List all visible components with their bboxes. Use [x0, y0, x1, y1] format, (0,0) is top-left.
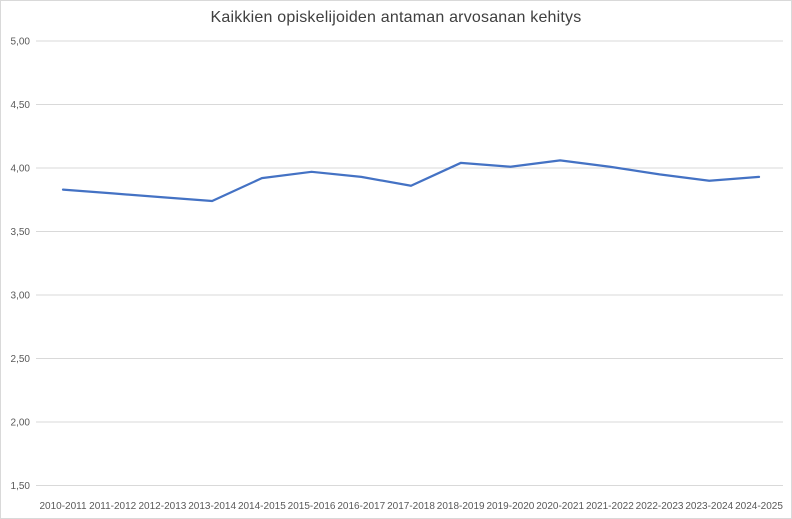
- x-axis-label: 2016-2017: [337, 501, 385, 512]
- x-axis-label: 2010-2011: [39, 501, 87, 512]
- x-axis-label: 2011-2012: [89, 501, 137, 512]
- x-axis-label: 2012-2013: [139, 501, 187, 512]
- x-axis-label: 2014-2015: [238, 501, 286, 512]
- x-axis-label: 2017-2018: [387, 501, 435, 512]
- y-tick-label: 3,00: [11, 291, 31, 302]
- x-axis-label: 2015-2016: [288, 501, 336, 512]
- y-tick-label: 4,00: [11, 164, 31, 175]
- y-tick-label: 3,50: [11, 227, 31, 238]
- y-tick-label: 2,50: [11, 354, 31, 365]
- x-axis-label: 2023-2024: [685, 501, 733, 512]
- y-tick-label: 2,00: [11, 418, 31, 429]
- x-axis-label: 2024-2025: [735, 501, 783, 512]
- y-tick-label: 5,00: [11, 37, 31, 48]
- series-line: [61, 159, 761, 203]
- x-axis-label: 2013-2014: [188, 501, 236, 512]
- x-axis-label: 2022-2023: [636, 501, 684, 512]
- x-axis-label: 2019-2020: [487, 501, 535, 512]
- y-tick-label: 1,50: [11, 481, 31, 492]
- x-axis-label: 2018-2019: [437, 501, 485, 512]
- x-axis-label: 2020-2021: [536, 501, 584, 512]
- y-tick-label: 4,50: [11, 100, 31, 111]
- x-axis-label: 2021-2022: [586, 501, 634, 512]
